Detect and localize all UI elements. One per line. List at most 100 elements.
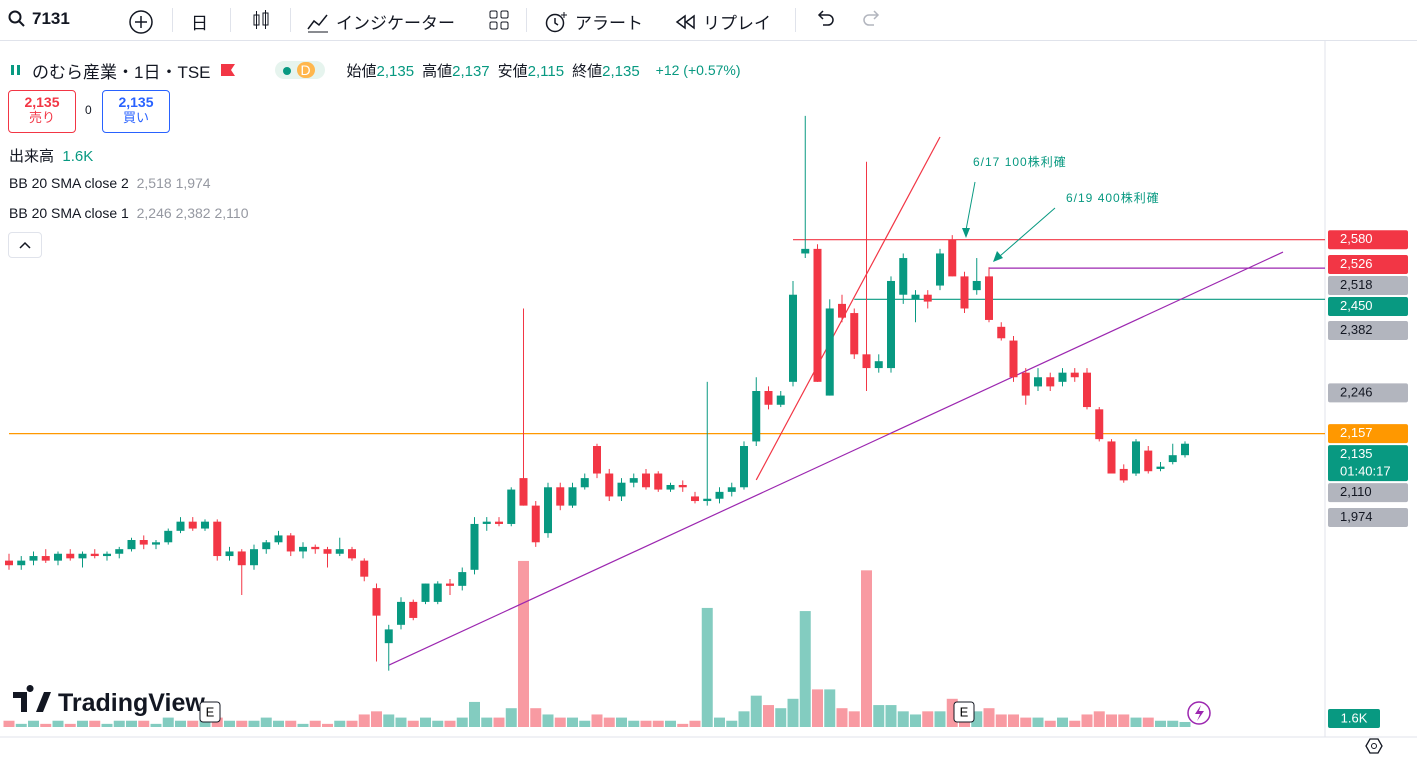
- candle-body: [740, 446, 748, 488]
- price-label-text: 2,135: [1340, 446, 1373, 461]
- candle-body: [1095, 409, 1104, 440]
- candle-body: [617, 482, 626, 497]
- candle-body: [764, 391, 773, 405]
- volume-bar: [358, 714, 370, 727]
- buy-label: 買い: [122, 110, 149, 125]
- candle-body: [286, 535, 295, 552]
- volume-bar: [1118, 714, 1130, 727]
- candle-body: [1132, 441, 1140, 474]
- price-label-text: 2,450: [1340, 298, 1373, 313]
- redo-button[interactable]: [862, 9, 882, 27]
- chart-type-button[interactable]: [250, 9, 272, 31]
- volume-bar: [628, 720, 640, 727]
- volume-bar: [420, 717, 431, 727]
- candle-body: [1144, 450, 1153, 472]
- candle-body: [1058, 372, 1067, 382]
- price-label: [1328, 424, 1408, 444]
- candle-body: [985, 276, 993, 320]
- annotation-arrows: [962, 181, 1056, 262]
- candle-body: [911, 294, 920, 300]
- price-label-text: 2,518: [1340, 277, 1373, 292]
- earnings-badge[interactable]: [953, 701, 975, 723]
- volume-bar: [101, 723, 113, 727]
- ohlc-legend: 始値2,135 高値2,137 安値2,115 終値2,135: [347, 60, 648, 81]
- layout-button[interactable]: [488, 9, 510, 31]
- undo-button[interactable]: [815, 9, 835, 27]
- candle-body: [482, 521, 491, 524]
- volume-bar: [1057, 717, 1068, 727]
- candle-body: [923, 294, 932, 302]
- add-symbol[interactable]: [128, 9, 154, 35]
- volume-bar: [126, 720, 137, 727]
- volume-bar: [701, 607, 713, 727]
- buy-button[interactable]: 2,135 買い: [102, 90, 170, 133]
- logo: TradingView: [13, 685, 205, 717]
- volume-bar: [297, 723, 309, 727]
- volume-bar: [934, 711, 946, 727]
- candle-body: [152, 542, 160, 545]
- earnings-badge[interactable]: [199, 701, 221, 723]
- candle-body: [568, 487, 577, 506]
- annotation: 6/17 100株利確: [973, 154, 1067, 169]
- sell-button[interactable]: 2,135 売り: [8, 90, 76, 133]
- change: +12 (+0.57%): [655, 62, 741, 78]
- candle-body: [874, 361, 883, 369]
- symbol-search[interactable]: 7131: [8, 9, 70, 29]
- volume-bar: [530, 708, 542, 727]
- candle-body: [629, 478, 638, 483]
- candle-body: [201, 521, 209, 529]
- candle-body: [789, 294, 797, 382]
- settings-icon[interactable]: [1365, 738, 1383, 754]
- volume-bar: [1130, 717, 1142, 727]
- volume-bar: [640, 720, 652, 727]
- collapse-button[interactable]: [8, 232, 42, 258]
- candle-body: [384, 629, 393, 644]
- candle-body: [41, 556, 50, 561]
- volume-bar: [567, 717, 578, 727]
- status-icon: [11, 65, 20, 75]
- candle-body: [29, 556, 38, 561]
- interval-button[interactable]: 日: [191, 9, 208, 34]
- volume-bar: [995, 714, 1007, 727]
- arrowhead: [993, 251, 1003, 262]
- volume-bar: [1106, 714, 1117, 727]
- title: のむら産業・1日・TSE: [32, 62, 211, 82]
- undo-icon: [817, 10, 834, 26]
- candle-body: [470, 523, 479, 570]
- replay-button[interactable]: リプレイ: [675, 9, 771, 34]
- arrowhead: [962, 228, 970, 238]
- volume-bar: [371, 711, 382, 727]
- indicators-button[interactable]: インジケーター: [306, 9, 455, 34]
- price-label: [1328, 383, 1408, 403]
- volume-bar: [113, 720, 125, 727]
- volume-bar: [138, 720, 150, 727]
- volume-bar: [64, 723, 76, 727]
- logo-text: TradingView: [58, 689, 205, 717]
- candle-body: [801, 248, 810, 254]
- earnings-text: E: [960, 704, 969, 719]
- countdown: 01:40:17: [1340, 464, 1391, 479]
- candle-body: [176, 521, 185, 531]
- annotation: 6/19 400株利確: [1066, 190, 1160, 205]
- redo-icon: [863, 10, 880, 26]
- volume-bar: [616, 717, 627, 727]
- interval: 日: [191, 14, 208, 33]
- volume-bar: [260, 717, 272, 727]
- earnings-text: E: [206, 704, 215, 719]
- volume-bar: [28, 720, 39, 727]
- candle-body: [960, 276, 969, 309]
- volume-bar: [652, 720, 664, 727]
- price-label-text: 1,974: [1340, 509, 1373, 524]
- flag-icon[interactable]: [219, 63, 237, 77]
- candle-body: [213, 521, 222, 557]
- candle-body: [78, 553, 87, 559]
- volume-bar: [175, 720, 186, 727]
- volume-bar: [824, 689, 836, 727]
- candle-body: [188, 521, 197, 529]
- volume-bar: [812, 689, 823, 727]
- volume-bar: [273, 720, 284, 727]
- volume-bar: [836, 708, 848, 727]
- volume-bar: [726, 720, 738, 727]
- alert-button[interactable]: アラート: [543, 9, 643, 34]
- volume-bar: [1167, 720, 1179, 727]
